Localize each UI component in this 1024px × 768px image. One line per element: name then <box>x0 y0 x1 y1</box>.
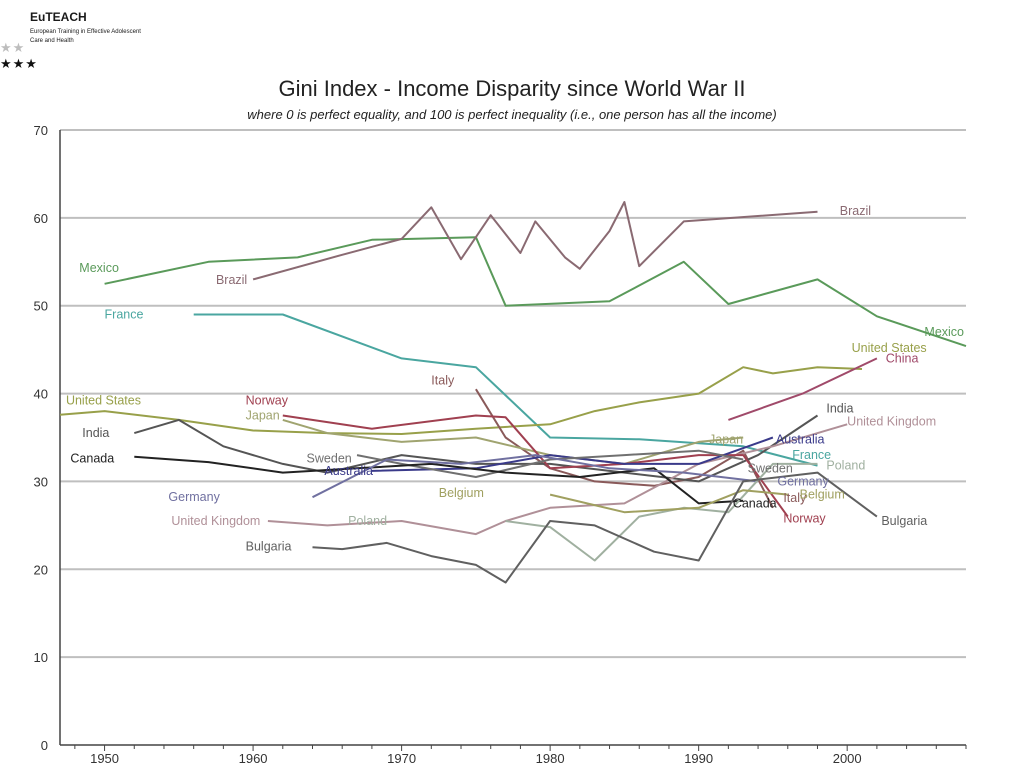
series-label-united-kingdom: United Kingdom <box>171 514 260 528</box>
series-label-bulgaria: Bulgaria <box>881 514 927 528</box>
x-tick-label: 1960 <box>239 751 268 766</box>
y-tick-label: 20 <box>34 562 48 577</box>
logo-name: EuTEACH <box>30 10 87 24</box>
series-label-japan: Japan <box>246 409 280 423</box>
series-label-france: France <box>792 448 831 462</box>
series-label-sweden: Sweden <box>307 452 352 466</box>
y-tick-label: 40 <box>34 387 48 402</box>
series-label-united-states: United States <box>66 394 141 408</box>
y-tick-label: 70 <box>34 123 48 138</box>
series-line-sweden <box>356 449 744 478</box>
series-label-poland: Poland <box>348 514 387 528</box>
series-label-canada: Canada <box>70 452 114 466</box>
series-label-belgium: Belgium <box>800 488 845 502</box>
series-label-sweden: Sweden <box>748 461 793 475</box>
series-label-belgium: Belgium <box>439 486 484 500</box>
x-tick-label: 1990 <box>684 751 713 766</box>
series-label-brazil: Brazil <box>216 273 247 287</box>
y-tick-label: 60 <box>34 211 48 226</box>
series-label-australia: Australia <box>776 432 825 446</box>
series-label-canada: Canada <box>733 496 777 510</box>
series-label-norway: Norway <box>246 394 289 408</box>
series-label-brazil: Brazil <box>840 204 871 218</box>
series-line-france <box>193 313 818 467</box>
chart-subtitle: where 0 is perfect equality, and 100 is … <box>247 107 777 122</box>
series-line-australia <box>371 436 774 472</box>
series-line-poland <box>505 462 818 562</box>
series-label-bulgaria: Bulgaria <box>246 539 292 553</box>
series-label-australia: Australia <box>324 464 373 478</box>
series-line-china <box>728 357 878 421</box>
series-label-japan: Japan <box>709 432 743 446</box>
series-label-poland: Poland <box>826 459 865 473</box>
series-label-norway: Norway <box>783 511 826 525</box>
series-label-india: India <box>82 426 109 440</box>
series-label-germany: Germany <box>777 474 829 488</box>
y-tick-label: 50 <box>34 299 48 314</box>
x-tick-label: 1950 <box>90 751 119 766</box>
logo-stars: ★★ ★★★ <box>0 40 38 71</box>
logo-tagline-line1: European Training in Effective Adolescen… <box>30 29 141 35</box>
x-tick-label: 1980 <box>536 751 565 766</box>
series-line-norway <box>282 414 789 518</box>
series-label-italy: Italy <box>431 373 455 387</box>
series-label-united-states: United States <box>852 341 927 355</box>
x-tick-label: 2000 <box>833 751 862 766</box>
y-tick-label: 30 <box>34 474 48 489</box>
series-label-mexico: Mexico <box>924 325 964 339</box>
series-label-france: France <box>105 308 144 322</box>
series-line-japan <box>282 418 744 465</box>
series-label-india: India <box>826 402 853 416</box>
series-line-india <box>134 414 819 483</box>
series-line-germany <box>312 454 759 499</box>
series-label-china: China <box>886 351 919 365</box>
euteach-logo: ★★ ★★★ EuTEACH European Training in Effec… <box>0 0 170 71</box>
series-line-belgium <box>549 489 788 514</box>
chart-title: Gini Index - Income Disparity since Worl… <box>278 76 746 101</box>
series-line-united-states <box>59 366 863 435</box>
series-label-germany: Germany <box>168 490 220 504</box>
series-label-mexico: Mexico <box>79 261 119 275</box>
x-tick-label: 1970 <box>387 751 416 766</box>
series-label-italy: Italy <box>783 491 807 505</box>
series-line-mexico <box>104 236 967 348</box>
logo-tagline-line2: Care and Health <box>30 38 74 44</box>
series-label-united-kingdom: United Kingdom <box>847 415 936 429</box>
series-line-brazil <box>252 201 818 281</box>
series-line-bulgaria <box>312 471 878 584</box>
y-tick-label: 0 <box>41 738 48 753</box>
series-line-canada <box>134 455 744 505</box>
y-tick-label: 10 <box>34 650 48 665</box>
